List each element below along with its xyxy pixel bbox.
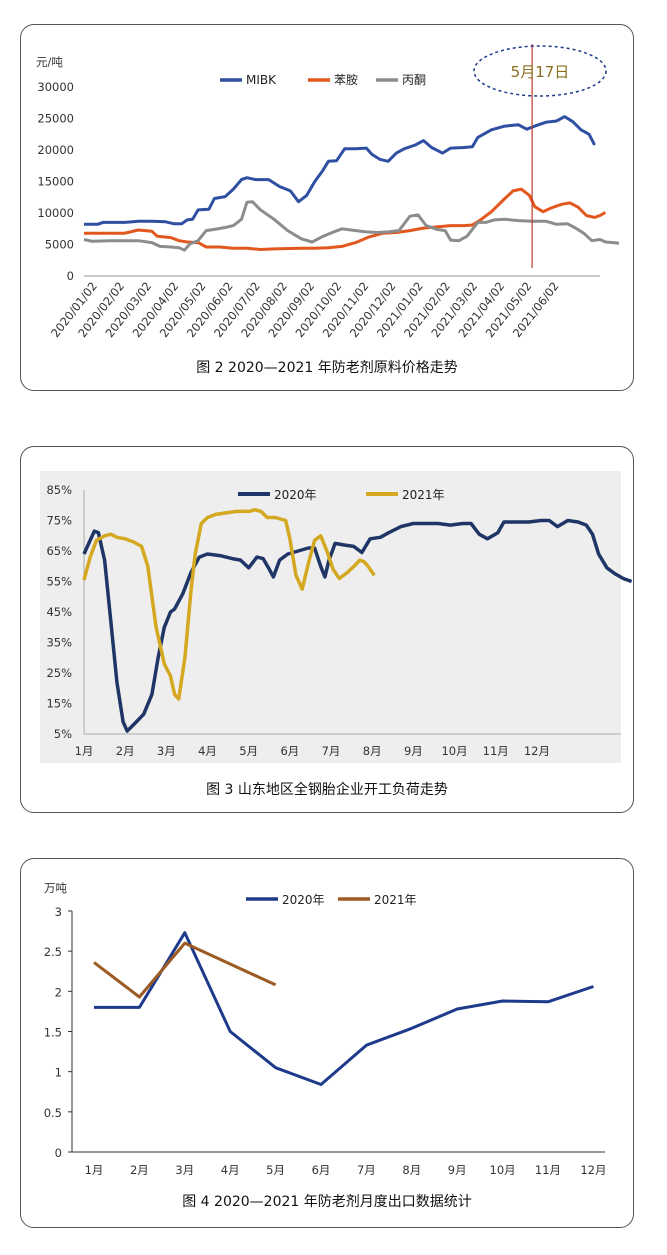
y-tick-label: 15% bbox=[46, 697, 72, 711]
y-tick-label: 65% bbox=[46, 544, 72, 558]
series-line-3 bbox=[83, 200, 620, 252]
legend-label: 苯胺 bbox=[334, 73, 358, 87]
legend-label: 丙酮 bbox=[402, 73, 426, 87]
x-tick-label: 10月 bbox=[441, 744, 467, 758]
figure-caption: 图 3 山东地区全钢胎企业开工负荷走势 bbox=[206, 781, 448, 798]
plot-background bbox=[40, 471, 621, 763]
legend-label: MIBK bbox=[246, 73, 277, 87]
figure-4-panel bbox=[20, 858, 634, 1228]
y-tick-label: 30000 bbox=[37, 80, 74, 94]
y-tick-label: 20000 bbox=[37, 143, 74, 157]
x-tick-label: 2月 bbox=[130, 1163, 149, 1177]
figure-2-chart: 元/吨0500010000150002000025000300002020/01… bbox=[36, 44, 620, 376]
series-line-1 bbox=[82, 518, 633, 733]
y-tick-label: 55% bbox=[46, 575, 72, 589]
legend-label: 2020年 bbox=[274, 488, 317, 502]
series-line-2 bbox=[93, 941, 277, 999]
x-tick-label: 3月 bbox=[157, 744, 176, 758]
x-tick-label: 11月 bbox=[483, 744, 509, 758]
x-tick-label: 6月 bbox=[280, 744, 299, 758]
y-tick-label: 0.5 bbox=[44, 1106, 62, 1120]
figure-3-chart: 5% 15% 25% 35% 45% 55% 65% 75% 85% 1月 2月 3月 4月 5月 6月 7月… bbox=[46, 483, 633, 798]
y-tick-label: 25% bbox=[46, 666, 72, 680]
legend-label: 2020年 bbox=[282, 893, 325, 907]
legend-label: 2021年 bbox=[402, 488, 445, 502]
x-tick-label: 2月 bbox=[116, 744, 135, 758]
y-tick-label: 1 bbox=[55, 1066, 62, 1080]
y-axis-label: 元/吨 bbox=[36, 55, 63, 69]
y-tick-label: 2 bbox=[55, 985, 62, 999]
x-tick-label: 4月 bbox=[221, 1163, 240, 1177]
x-tick-label: 4月 bbox=[198, 744, 217, 758]
series-line-2 bbox=[84, 187, 607, 251]
figure-caption: 图 4 2020—2021 年防老剂月度出口数据统计 bbox=[182, 1194, 472, 1210]
y-tick-label: 15000 bbox=[37, 175, 74, 189]
legend-label: 2021年 bbox=[374, 893, 417, 907]
y-tick-label: 3 bbox=[55, 905, 62, 919]
x-tick-label: 8月 bbox=[402, 1163, 421, 1177]
x-tick-label: 3月 bbox=[175, 1163, 194, 1177]
x-tick-label: 10月 bbox=[490, 1163, 516, 1177]
x-tick-label: 11月 bbox=[535, 1163, 561, 1177]
annotation-ellipse bbox=[473, 45, 607, 97]
y-tick-label: 0 bbox=[67, 269, 74, 283]
y-tick-label: 10000 bbox=[37, 206, 74, 220]
y-tick-label: 75% bbox=[46, 514, 72, 528]
x-tick-label: 7月 bbox=[322, 744, 341, 758]
x-tick-label: 1月 bbox=[85, 1163, 104, 1177]
x-tick-label: 9月 bbox=[448, 1163, 467, 1177]
figure-4-chart: 万吨 0 0.5 1 1.5 2 2.5 3 1月 2月 3月 4月 5月 6月 7月 8月 9月 10月 11月 1… bbox=[44, 881, 607, 1210]
x-tick-label: 5月 bbox=[266, 1163, 285, 1177]
x-tick-label: 5月 bbox=[239, 744, 258, 758]
y-tick-label: 35% bbox=[46, 636, 72, 650]
y-tick-label: 1.5 bbox=[44, 1026, 62, 1040]
y-tick-label: 85% bbox=[46, 483, 72, 497]
y-tick-label: 0 bbox=[55, 1146, 62, 1160]
y-tick-label: 2.5 bbox=[44, 945, 62, 959]
annotation-label: 5月17日 bbox=[511, 63, 570, 81]
y-tick-label: 5000 bbox=[45, 238, 74, 252]
x-tick-label: 1月 bbox=[75, 744, 94, 758]
y-axis-label: 万吨 bbox=[44, 881, 67, 895]
y-tick-label: 45% bbox=[46, 605, 72, 619]
x-tick-label: 12月 bbox=[524, 744, 550, 758]
series-line-1 bbox=[84, 115, 596, 226]
x-tick-label: 6月 bbox=[312, 1163, 331, 1177]
y-tick-label: 25000 bbox=[37, 112, 74, 126]
x-tick-label: 8月 bbox=[363, 744, 382, 758]
x-tick-label: 9月 bbox=[404, 744, 423, 758]
x-tick-label: 7月 bbox=[357, 1163, 376, 1177]
series-line-1 bbox=[94, 931, 594, 1086]
series-line-2 bbox=[82, 508, 376, 701]
x-tick-label: 12月 bbox=[580, 1163, 606, 1177]
y-tick-label: 5% bbox=[54, 727, 72, 741]
figure-caption: 图 2 2020—2021 年防老剂原料价格走势 bbox=[196, 360, 458, 376]
